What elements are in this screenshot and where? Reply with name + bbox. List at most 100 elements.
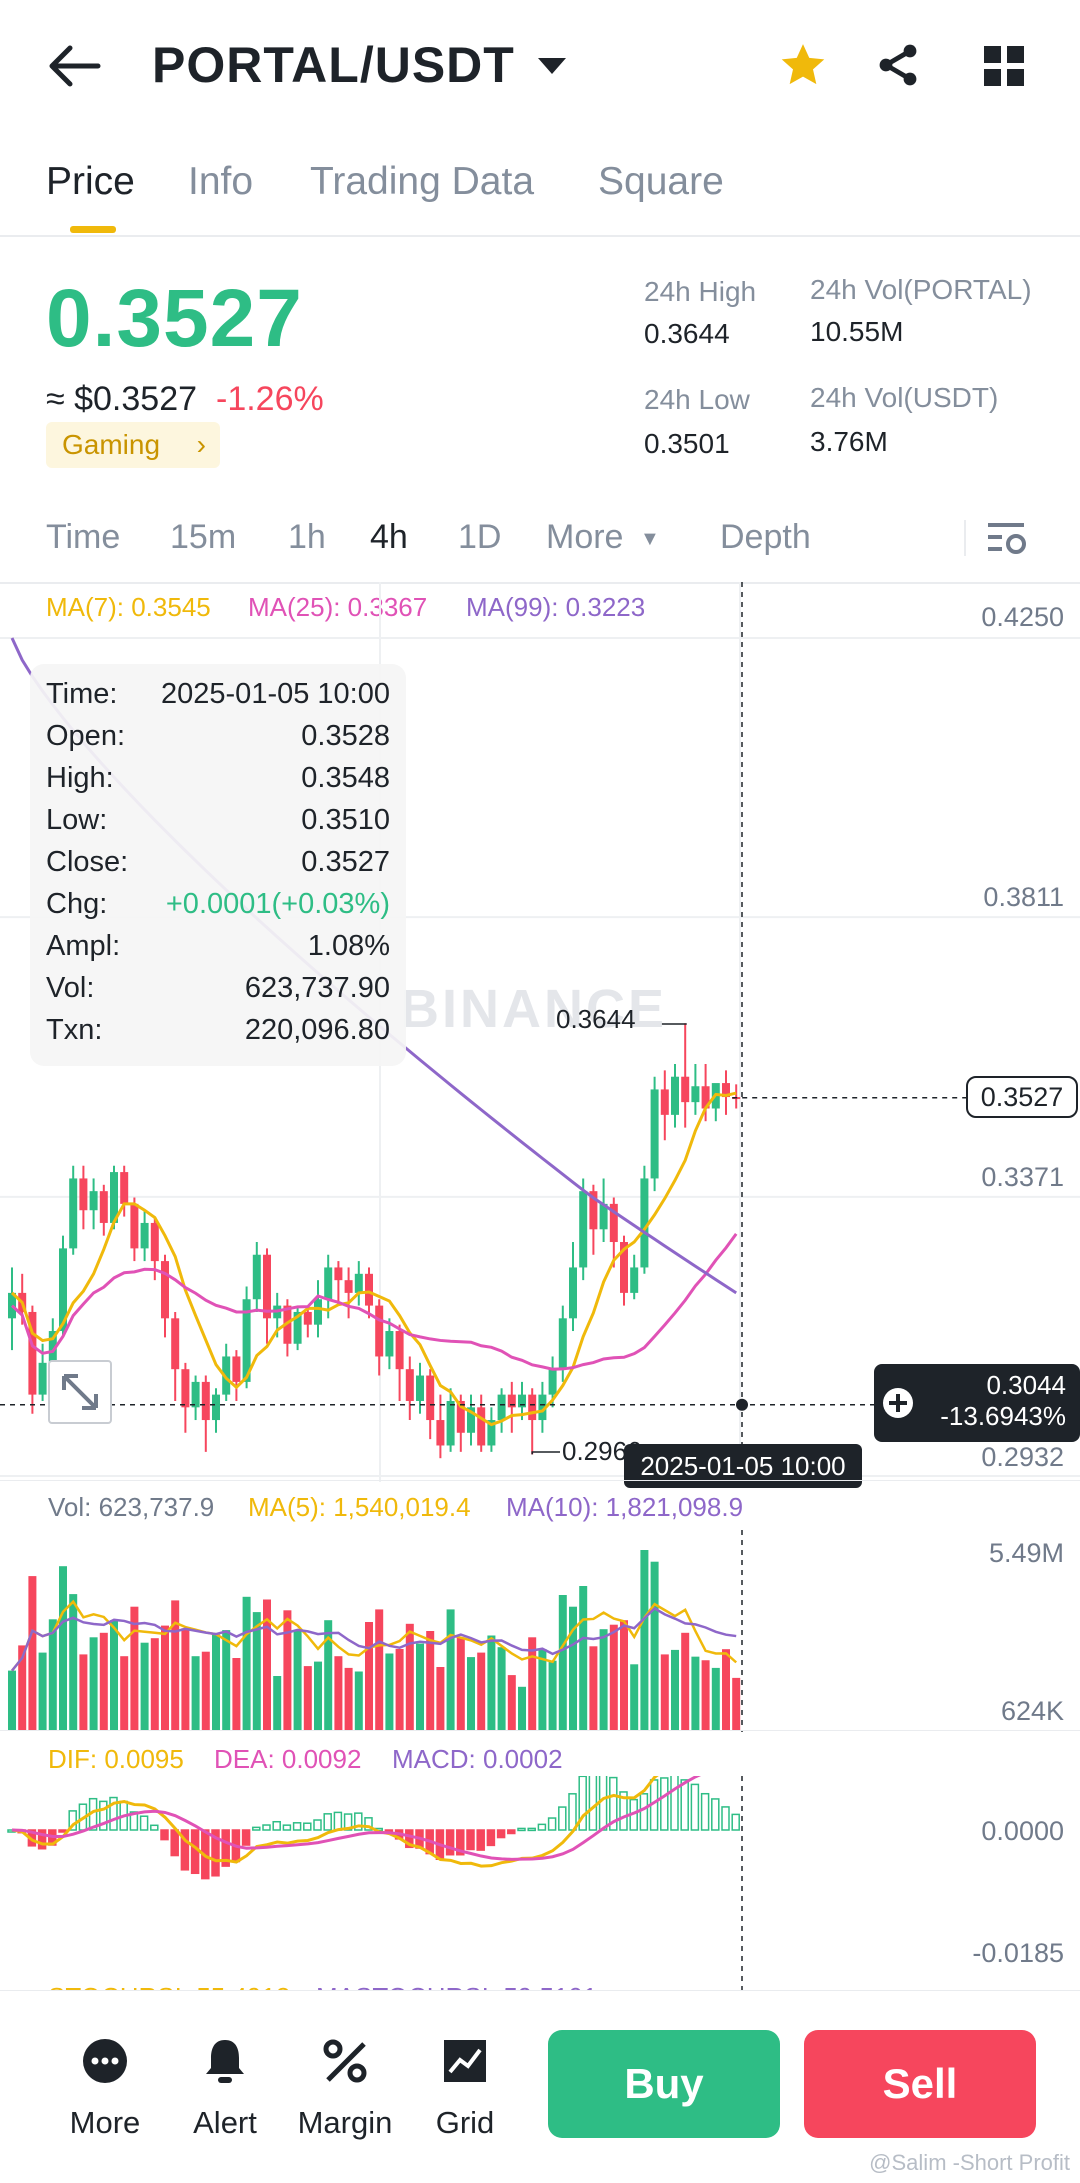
tf-more[interactable]: More <box>546 518 624 556</box>
volume-bar <box>426 1631 435 1730</box>
crosshair-add-button[interactable] <box>874 1364 928 1442</box>
tf-1h[interactable]: 1h <box>288 518 326 556</box>
macd-histogram-bar <box>731 1813 740 1831</box>
volume-bar <box>242 1596 251 1730</box>
tab-info[interactable]: Info <box>188 160 254 203</box>
volume-bar <box>599 1629 608 1730</box>
tf-15m[interactable]: 15m <box>170 518 237 556</box>
candle-body <box>120 1172 129 1204</box>
vol-axis-top: 5.49M <box>988 1538 1064 1568</box>
volume-bar <box>232 1658 241 1730</box>
back-arrow-icon[interactable] <box>48 44 102 88</box>
tooltip-key: Low: <box>46 804 108 836</box>
tooltip-value: 2025-01-05 10:00 <box>161 678 390 710</box>
last-price-pill: 0.3527 <box>966 1076 1078 1118</box>
macd-value-label: MACD: 0.0002 <box>392 1744 563 1774</box>
volume-bar <box>620 1620 628 1730</box>
tab-square[interactable]: Square <box>598 160 724 203</box>
volume-bar <box>38 1652 47 1730</box>
candle-body <box>79 1178 88 1211</box>
vol-portal-label: 24h Vol(PORTAL) <box>810 274 1032 305</box>
volume-bar <box>487 1635 496 1730</box>
macd-histogram-bar <box>711 1798 720 1831</box>
candle-body <box>48 1331 57 1363</box>
macd-histogram-bar <box>292 1822 302 1831</box>
chart-top-divider <box>0 582 1080 584</box>
tab-trading-data[interactable]: Trading Data <box>310 160 535 203</box>
tooltip-value: +0.0001(+0.03%) <box>165 888 390 920</box>
tooltip-key: Time: <box>46 678 118 710</box>
low-marker-leader <box>531 1451 560 1455</box>
tooltip-key: Chg: <box>46 888 108 920</box>
macd-histogram-bar <box>445 1829 455 1856</box>
candle-body <box>446 1400 455 1446</box>
volume-bar <box>660 1654 669 1730</box>
volume-bar <box>497 1647 506 1730</box>
volume-bar <box>518 1686 526 1730</box>
volume-bar <box>110 1620 118 1730</box>
candle-body <box>426 1375 435 1421</box>
macd-histogram-bar <box>680 1779 689 1831</box>
ma25-label: MA(25): 0.3367 <box>248 592 428 622</box>
macd-histogram-bar <box>466 1829 475 1851</box>
macd-dif-line <box>11 1776 659 1868</box>
tf-time[interactable]: Time <box>46 518 121 556</box>
volume-bar <box>385 1653 394 1730</box>
category-tag[interactable]: Gaming › <box>46 422 220 468</box>
volume-bar <box>507 1675 516 1730</box>
candle-body <box>89 1191 98 1211</box>
chevron-right-icon: › <box>196 429 206 460</box>
candle-body <box>69 1178 78 1249</box>
candle-body <box>620 1242 628 1293</box>
nav-more[interactable]: More <box>50 2036 160 2141</box>
volume-bar <box>354 1671 363 1730</box>
high-value: 0.3644 <box>644 318 730 349</box>
candle-body <box>385 1331 394 1357</box>
volume-bar <box>589 1646 598 1730</box>
macd-histogram-bar <box>660 1777 669 1831</box>
volume-bar <box>171 1600 180 1730</box>
volume-bar <box>650 1561 659 1730</box>
volume-bar <box>528 1637 537 1730</box>
tooltip-value: 1.08% <box>307 930 390 962</box>
chart-settings-icon[interactable] <box>986 520 1030 561</box>
share-icon[interactable] <box>874 40 922 95</box>
price-axis-label: 0.3811 <box>983 882 1064 912</box>
pair-title[interactable]: PORTAL/USDT <box>152 37 515 93</box>
favorite-star-icon[interactable] <box>778 40 828 95</box>
tf-separator <box>964 520 966 556</box>
macd-dea-line <box>11 1776 702 1861</box>
tooltip-value: 0.3527 <box>301 846 390 878</box>
sell-button[interactable]: Sell <box>804 2030 1036 2138</box>
macd-histogram-bar <box>180 1829 190 1871</box>
expand-chart-icon[interactable] <box>48 1360 112 1424</box>
macd-histogram-bar <box>150 1824 159 1831</box>
buy-button[interactable]: Buy <box>548 2030 780 2138</box>
bell-icon <box>206 2040 244 2083</box>
volume-bar <box>28 1576 37 1730</box>
nav-alert[interactable]: Alert <box>170 2036 280 2141</box>
tab-price[interactable]: Price <box>46 160 135 203</box>
tf-4h[interactable]: 4h <box>370 518 408 556</box>
macd-histogram-bar <box>221 1829 230 1867</box>
crosshair-time-box: 2025-01-05 10:00 <box>624 1444 862 1488</box>
volume-bar <box>89 1637 98 1730</box>
nav-margin[interactable]: Margin <box>290 2036 400 2141</box>
nav-more-label: More <box>69 2105 141 2140</box>
ma7-line <box>10 1091 737 1427</box>
nav-grid[interactable]: Grid <box>410 2036 520 2141</box>
pair-dropdown-icon[interactable] <box>538 58 566 74</box>
macd-dea-label: DEA: 0.0092 <box>214 1744 362 1774</box>
tf-depth[interactable]: Depth <box>720 518 811 556</box>
volume-bar <box>18 1645 27 1730</box>
tooltip-value: 0.3510 <box>301 804 390 836</box>
footer-note: @Salim -Short Profit <box>869 2150 1070 2175</box>
grid-menu-icon[interactable] <box>982 44 1026 93</box>
candle-body <box>150 1222 159 1262</box>
candle-body <box>405 1369 414 1401</box>
tf-1d[interactable]: 1D <box>458 518 502 556</box>
volume-bar <box>120 1656 129 1730</box>
volume-bar <box>538 1649 547 1730</box>
volume-bar <box>69 1594 78 1730</box>
macd-histogram-bar <box>721 1806 730 1831</box>
